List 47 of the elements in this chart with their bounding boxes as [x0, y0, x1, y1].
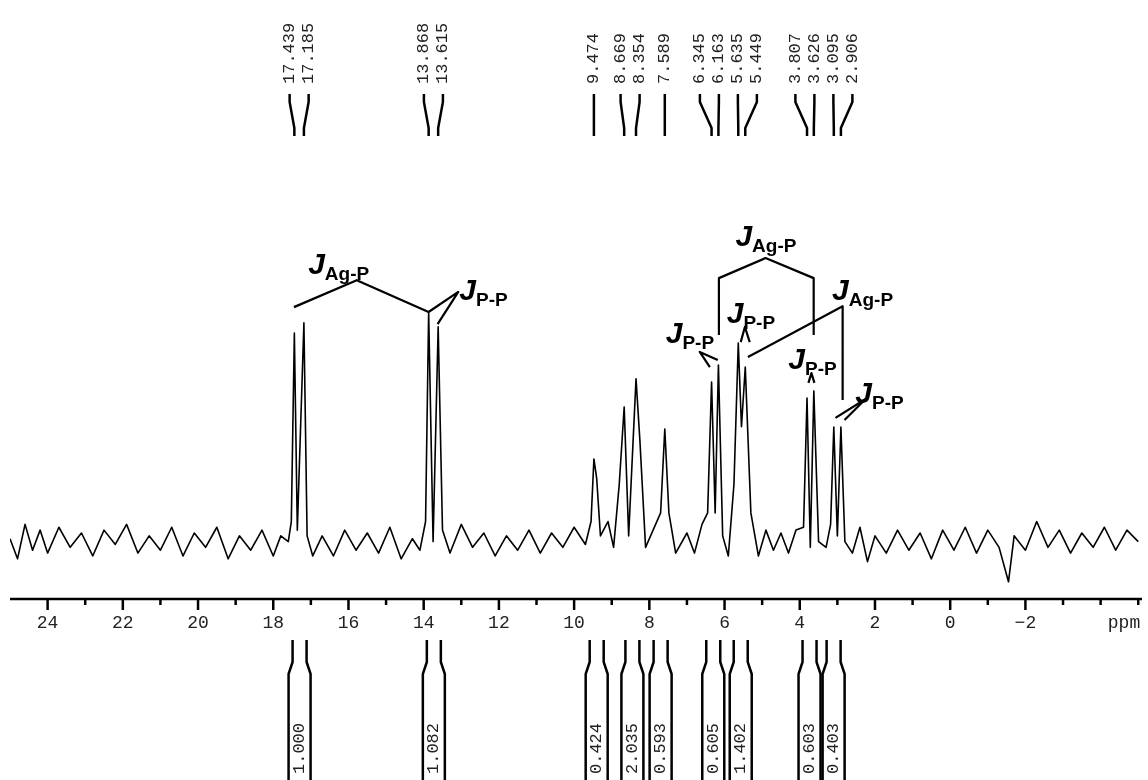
x-tick-label: 0 — [944, 613, 956, 633]
text: 1.000 — [290, 722, 310, 774]
x-axis-title: ppm — [1107, 613, 1141, 633]
text: 6.163 — [709, 32, 729, 84]
x-tick-label: −2 — [1014, 613, 1037, 633]
text: 17.439 — [280, 22, 300, 84]
text: 1.082 — [424, 722, 444, 774]
text: J$_{Ag-P}$ — [832, 272, 894, 311]
x-tick-label: 20 — [187, 613, 209, 633]
x-tick-label: 8 — [643, 613, 655, 633]
annotation: J$_{P-P}$ — [665, 315, 715, 354]
text: 6.345 — [690, 32, 710, 84]
text: 3.807 — [785, 32, 805, 84]
text: 13.615 — [433, 22, 453, 84]
text: 5.635 — [728, 32, 748, 84]
text: 0.603 — [800, 722, 820, 774]
x-tick-label: 12 — [488, 613, 510, 633]
text: 0.605 — [703, 722, 723, 774]
text: 5.449 — [747, 32, 767, 84]
x-tick-label: 10 — [563, 613, 585, 633]
annotation: J$_{P-P}$ — [726, 295, 776, 333]
text: J$_{Ag-P}$ — [735, 218, 797, 256]
text: J$_{P-P}$ — [459, 272, 508, 311]
text: 13.868 — [414, 22, 434, 84]
x-tick-label: 6 — [719, 613, 730, 633]
text: 0.424 — [587, 722, 607, 774]
text: 0.593 — [651, 722, 671, 774]
x-tick-label: 24 — [36, 613, 59, 633]
text: 3.095 — [823, 32, 843, 84]
x-tick-label: 2 — [869, 613, 881, 633]
x-tick-label: 16 — [337, 613, 360, 633]
text: 0.403 — [824, 722, 844, 774]
text: 9.474 — [584, 32, 604, 84]
text: 1.402 — [731, 722, 751, 774]
text: 7.589 — [655, 32, 675, 84]
annotation: J$_{P-P}$ — [788, 341, 838, 379]
text: 8.669 — [611, 32, 631, 84]
x-tick-label: 22 — [112, 613, 134, 633]
text: 17.185 — [299, 22, 319, 84]
x-tick-label: 14 — [412, 613, 435, 633]
text: 2.035 — [622, 722, 642, 774]
text: 8.354 — [630, 32, 650, 84]
text: 2.906 — [842, 32, 862, 84]
text: 3.626 — [804, 32, 824, 84]
x-tick-label: 4 — [794, 613, 806, 633]
text: J$_{Ag-P}$ — [308, 246, 370, 285]
x-tick-label: 18 — [262, 613, 285, 633]
